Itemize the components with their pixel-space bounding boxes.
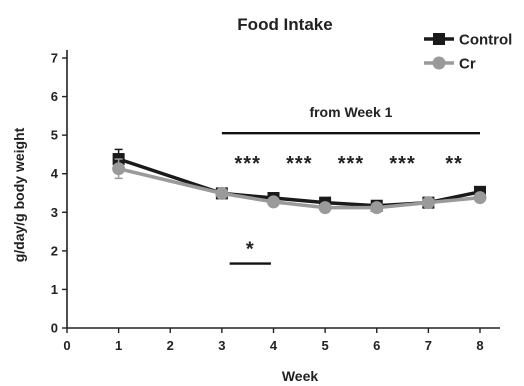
x-tick-label: 4: [270, 338, 278, 353]
x-tick-label: 0: [63, 338, 70, 353]
x-tick-label: 3: [218, 338, 225, 353]
small-significance-star: *: [246, 239, 255, 261]
significance-stars: ***: [286, 153, 312, 175]
y-tick-label: 1: [51, 282, 58, 297]
y-tick-label: 0: [51, 321, 58, 336]
y-tick-label: 4: [51, 166, 59, 181]
x-tick-label: 8: [476, 338, 483, 353]
bracket-label: from Week 1: [309, 104, 392, 120]
data-point-cr: [370, 201, 384, 215]
significance-stars: ***: [235, 153, 261, 175]
significance-stars: ***: [389, 153, 415, 175]
data-point-cr: [267, 195, 280, 209]
significance-stars: ***: [338, 153, 364, 175]
legend-marker: [433, 33, 445, 45]
data-point-cr: [215, 186, 229, 200]
data-point-cr: [473, 191, 487, 205]
chart-title: Food Intake: [237, 15, 332, 34]
data-point-cr: [112, 162, 126, 176]
legend-label: Cr: [459, 56, 476, 73]
x-axis-label: Week: [282, 368, 319, 384]
legend-marker: [432, 56, 446, 70]
x-tick-label: 2: [167, 338, 174, 353]
x-tick-label: 7: [425, 338, 432, 353]
y-tick-label: 5: [51, 128, 58, 143]
y-tick-label: 3: [51, 205, 58, 220]
data-point-cr: [318, 201, 332, 215]
x-tick-label: 1: [115, 338, 122, 353]
legend-label: Control: [459, 32, 512, 49]
y-axis-label: g/day/g body weight: [11, 127, 27, 262]
y-tick-label: 2: [51, 243, 58, 258]
x-tick-label: 6: [373, 338, 380, 353]
data-point-cr: [421, 196, 435, 210]
y-tick-label: 7: [51, 51, 58, 66]
y-tick-label: 6: [51, 89, 58, 104]
significance-stars: **: [445, 153, 463, 175]
x-tick-label: 5: [322, 338, 329, 353]
